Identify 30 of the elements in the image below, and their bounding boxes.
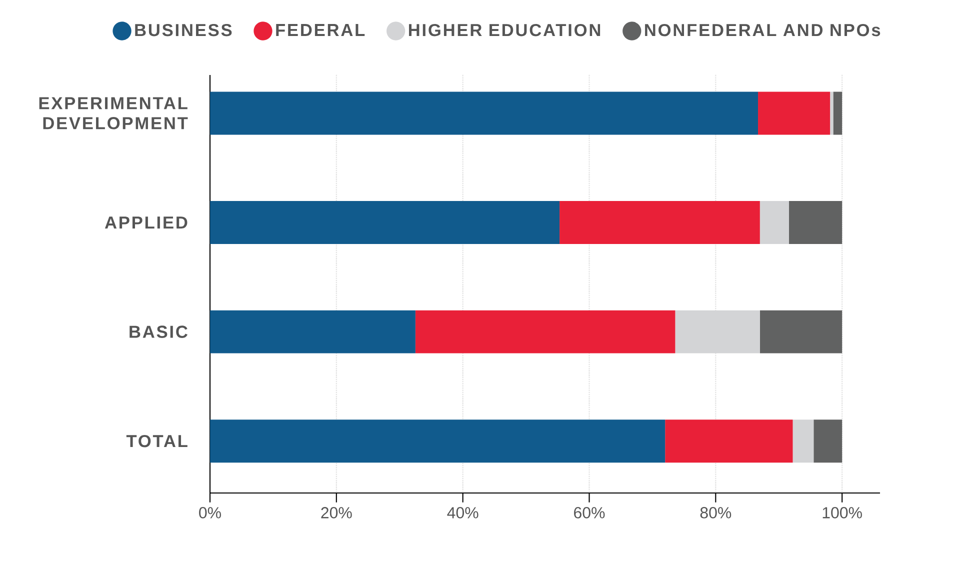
x-tick-label: 60% bbox=[574, 507, 605, 518]
y-tick-label: APPLIED bbox=[104, 216, 188, 228]
legend-label: HIGHER EDUCATION bbox=[408, 24, 600, 36]
bar bbox=[210, 420, 666, 463]
y-tick-label: EXPERIMENTAL DEVELOPMENT bbox=[39, 97, 188, 130]
bar bbox=[814, 420, 842, 463]
x-tick-label: 80% bbox=[700, 507, 732, 518]
bar bbox=[833, 92, 842, 135]
bar bbox=[210, 310, 416, 354]
bar bbox=[788, 201, 842, 244]
bar bbox=[792, 420, 814, 463]
legend-label: FEDERAL bbox=[276, 24, 365, 36]
x-tick-label: 0% bbox=[199, 507, 221, 518]
bar bbox=[560, 201, 760, 244]
bar bbox=[210, 201, 560, 244]
x-tick-label: 20% bbox=[321, 507, 352, 518]
bar bbox=[415, 310, 676, 354]
bar bbox=[665, 420, 793, 463]
bar bbox=[830, 92, 834, 135]
legend-label: NONFEDERAL AND NPOs bbox=[645, 24, 880, 36]
bar bbox=[675, 310, 760, 354]
legend-label: BUSINESS bbox=[135, 24, 232, 36]
bar bbox=[758, 92, 830, 135]
bar bbox=[210, 92, 758, 135]
x-tick-label: 100% bbox=[822, 507, 862, 518]
x-tick-label: 40% bbox=[447, 507, 478, 518]
y-tick-label: BASIC bbox=[130, 326, 188, 338]
bar bbox=[760, 310, 842, 354]
y-tick-label: TOTAL bbox=[126, 434, 188, 448]
bar bbox=[760, 201, 789, 244]
